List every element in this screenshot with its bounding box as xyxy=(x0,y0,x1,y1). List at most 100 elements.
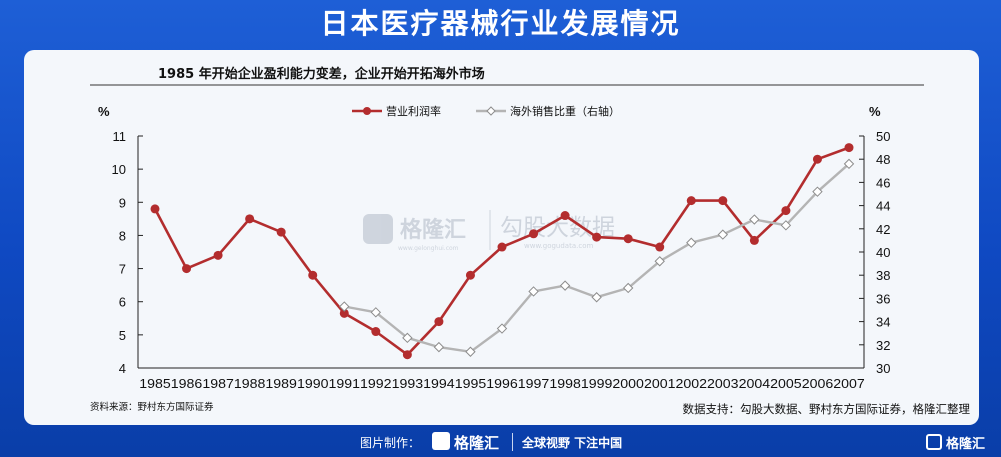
footer-divider xyxy=(512,433,513,451)
x-tick-label: 2001 xyxy=(644,376,676,391)
y-right-tick-label: 34 xyxy=(876,315,890,330)
data-point-profit xyxy=(686,196,696,206)
data-point-overseas xyxy=(717,229,729,240)
legend-label-profit: 营业利润率 xyxy=(386,104,441,118)
data-point-profit xyxy=(718,196,728,206)
data-point-overseas xyxy=(780,220,792,231)
data-point-overseas xyxy=(622,282,634,294)
data-point-overseas xyxy=(654,256,665,267)
data-point-overseas xyxy=(843,158,855,170)
watermark-text-sub: www.gogudata.com xyxy=(524,242,593,250)
legend-marker-overseas xyxy=(486,106,496,116)
x-tick-label: 2002 xyxy=(676,376,708,391)
data-point-profit xyxy=(182,264,192,274)
x-tick-label: 2007 xyxy=(833,376,865,391)
data-point-profit xyxy=(844,143,854,153)
data-point-profit xyxy=(623,234,633,244)
data-point-profit xyxy=(371,327,381,337)
data-point-profit xyxy=(402,350,412,360)
chart-subtitle: 1985 年开始企业盈利能力变差，企业开始开拓海外市场 xyxy=(158,66,485,82)
data-point-profit xyxy=(497,242,507,252)
data-point-overseas xyxy=(465,346,476,357)
data-point-profit xyxy=(339,308,349,318)
data-point-profit xyxy=(465,270,475,280)
y-left-tick-label: 4 xyxy=(119,361,126,376)
data-point-overseas xyxy=(559,280,571,291)
y-left-tick-label: 11 xyxy=(113,129,127,144)
x-tick-label: 1987 xyxy=(202,376,234,391)
page-title: 日本医疗器械行业发展情况 xyxy=(320,7,681,40)
chart-card: 格隆汇 www.gelonghui.com 勾股大数据 www.gogudata… xyxy=(24,50,979,425)
x-tick-label: 1989 xyxy=(265,376,297,391)
watermark-logo-sub: www.gelonghui.com xyxy=(398,245,459,252)
watermark-logo-text: 格隆汇 xyxy=(400,217,466,243)
y-right-tick-label: 42 xyxy=(876,222,890,237)
y-right-tick-label: 50 xyxy=(876,129,890,144)
data-point-profit xyxy=(213,250,223,260)
footer-right-logo-icon xyxy=(926,434,942,450)
y-right-unit: % xyxy=(869,104,881,119)
data-point-profit xyxy=(434,317,444,327)
x-tick-label: 1996 xyxy=(486,376,518,391)
footer-logo-icon xyxy=(432,432,450,450)
x-tick-label: 1998 xyxy=(549,376,581,391)
data-point-profit xyxy=(749,235,759,245)
y-left-unit: % xyxy=(98,104,110,119)
y-right-tick-label: 30 xyxy=(876,361,890,376)
data-point-overseas xyxy=(402,332,413,344)
data-point-overseas xyxy=(686,237,697,248)
y-right-tick-label: 36 xyxy=(876,291,890,306)
data-point-profit xyxy=(529,229,539,239)
x-tick-label: 1986 xyxy=(171,376,203,391)
x-tick-label: 2005 xyxy=(770,376,802,391)
x-tick-label: 1985 xyxy=(139,376,171,391)
y-right-tick-label: 46 xyxy=(876,175,890,190)
x-tick-label: 2000 xyxy=(612,376,644,391)
x-tick-label: 1999 xyxy=(581,376,613,391)
data-point-overseas xyxy=(496,323,508,334)
data-point-profit xyxy=(560,211,570,221)
x-tick-label: 1997 xyxy=(518,376,550,391)
data-point-profit xyxy=(276,227,286,237)
data-point-profit xyxy=(245,214,255,224)
data-point-profit xyxy=(812,154,822,164)
data-point-overseas xyxy=(433,341,445,353)
chart-svg: 格隆汇 www.gelonghui.com 勾股大数据 www.gogudata… xyxy=(90,66,971,416)
source-left: 资料来源：野村东方国际证券 xyxy=(90,401,214,413)
footer-made-by: 图片制作： xyxy=(360,436,421,450)
legend: 营业利润率 海外销售比重（右轴） xyxy=(352,104,620,118)
data-point-overseas xyxy=(528,286,539,297)
source-right: 数据支持：勾股大数据、野村东方国际证券，格隆汇整理 xyxy=(683,402,971,416)
data-point-overseas xyxy=(812,186,823,197)
x-tick-label: 1990 xyxy=(297,376,329,391)
footer-right-logo: 格隆汇 xyxy=(946,437,986,452)
x-tick-label: 1993 xyxy=(392,376,424,391)
data-point-overseas xyxy=(591,292,602,303)
x-tick-label: 1994 xyxy=(423,376,455,391)
y-right-tick-label: 44 xyxy=(876,199,890,214)
data-point-profit xyxy=(655,242,665,252)
y-right-tick-label: 32 xyxy=(876,338,890,353)
data-point-overseas xyxy=(370,307,382,318)
data-point-profit xyxy=(308,270,318,280)
y-right-tick-label: 38 xyxy=(876,268,890,283)
data-point-overseas xyxy=(339,301,350,312)
y-right-tick-label: 48 xyxy=(876,152,890,167)
plot-layer: 4 5 6 7 8 9 10 11 30 32 34 36 38 40 42 44 46 48 50 1985 1986… xyxy=(112,129,891,391)
y-left-tick-label: 6 xyxy=(119,295,126,310)
footer: 图片制作： 格隆汇 全球视野 下注中国 格隆汇 xyxy=(0,428,1001,457)
y-left-tick-label: 9 xyxy=(119,195,126,210)
watermark: 格隆汇 www.gelonghui.com 勾股大数据 www.gogudata… xyxy=(363,210,615,252)
x-tick-label: 1991 xyxy=(329,376,361,391)
y-left-tick-label: 7 xyxy=(119,262,126,277)
x-tick-label: 1988 xyxy=(234,376,266,391)
watermark-logo-icon xyxy=(363,214,393,244)
y-left-tick-label: 5 xyxy=(119,328,126,343)
x-tick-label: 1992 xyxy=(360,376,392,391)
data-point-profit xyxy=(150,204,160,214)
footer-slogan: 全球视野 下注中国 xyxy=(522,436,623,450)
x-tick-label: 2004 xyxy=(739,376,771,391)
y-left-tick-label: 10 xyxy=(112,162,126,177)
y-right-tick-label: 40 xyxy=(876,245,890,260)
